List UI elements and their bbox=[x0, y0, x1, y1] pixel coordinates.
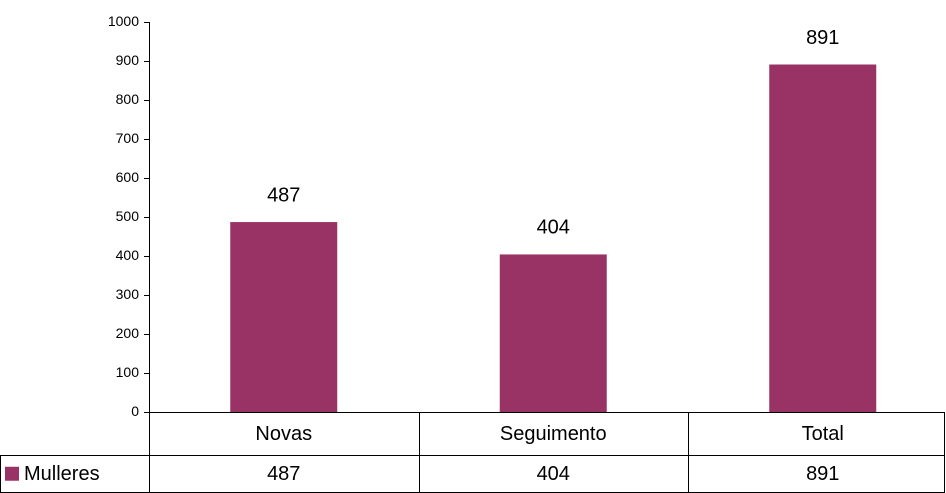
x-tick-label: Seguimento bbox=[500, 423, 607, 445]
legend-swatch bbox=[5, 466, 19, 481]
y-tick-label: 0 bbox=[131, 403, 139, 419]
y-tick-label: 800 bbox=[116, 91, 140, 107]
legend-label: Mulleres bbox=[24, 463, 100, 485]
y-tick-label: 400 bbox=[116, 247, 140, 263]
bar bbox=[499, 254, 607, 412]
y-tick-label: 600 bbox=[116, 169, 140, 185]
bar bbox=[230, 222, 338, 412]
bar bbox=[769, 64, 877, 412]
table-value: 404 bbox=[537, 463, 570, 485]
y-tick-label: 1000 bbox=[108, 13, 139, 29]
data-label: 891 bbox=[806, 27, 839, 49]
table-value: 487 bbox=[267, 463, 300, 485]
data-label: 487 bbox=[267, 184, 300, 206]
table-value: 891 bbox=[806, 463, 839, 485]
y-tick-label: 900 bbox=[116, 52, 140, 68]
x-tick-label: Novas bbox=[255, 423, 312, 445]
data-label: 404 bbox=[537, 217, 570, 239]
y-tick-label: 100 bbox=[116, 364, 140, 380]
y-tick-label: 300 bbox=[116, 286, 140, 302]
x-tick-label: Total bbox=[802, 423, 844, 445]
y-tick-label: 500 bbox=[116, 208, 140, 224]
y-tick-label: 700 bbox=[116, 130, 140, 146]
y-tick-label: 200 bbox=[116, 325, 140, 341]
